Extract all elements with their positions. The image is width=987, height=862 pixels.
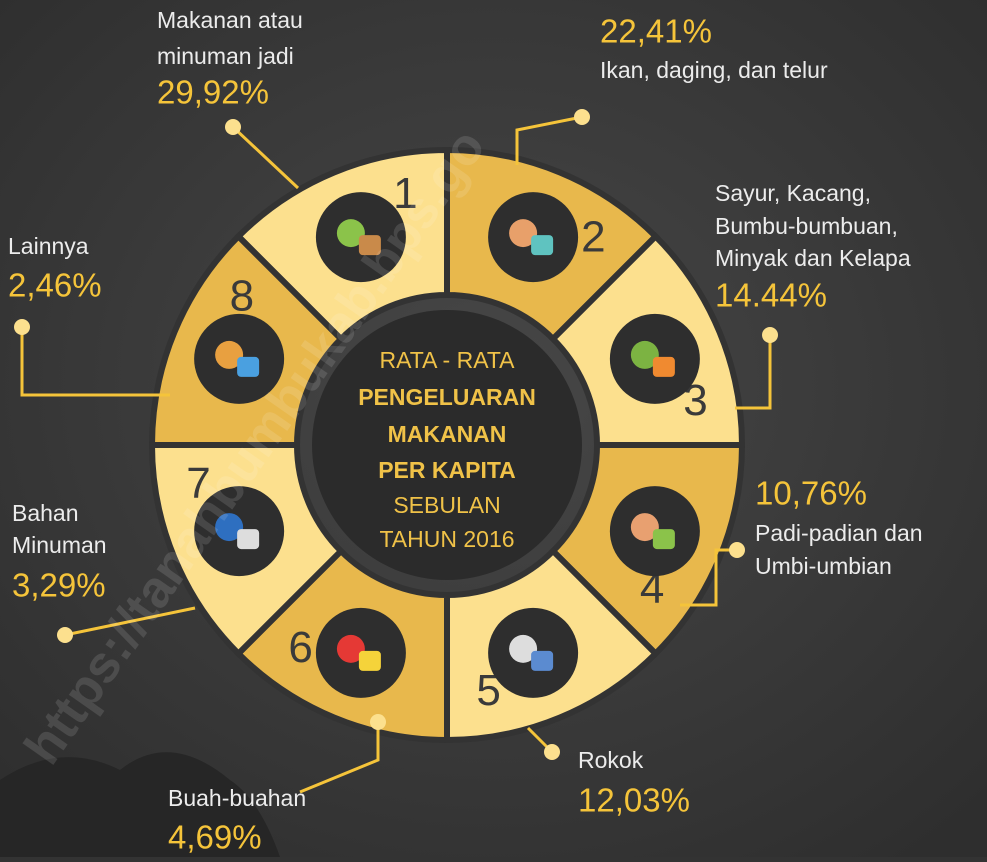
icon [237,529,260,550]
icon [237,356,260,377]
icon [652,356,675,377]
center-line: PENGELUARAN [358,384,536,410]
segment-value: 2,46% [8,267,102,304]
segment-value: 14.44% [715,277,827,314]
segment-value: 29,92% [157,74,269,111]
segment-label: minuman jadi [157,43,294,69]
connector-dot [729,542,745,558]
icon [215,340,244,369]
segment-number: 2 [581,212,605,261]
labels: Makanan atau minuman jadi 29,92% Ikan, dagi… [8,7,923,856]
icon [630,513,659,542]
icon [358,235,381,256]
tree-silhouette [0,752,280,857]
segment-value: 10,76% [755,475,867,512]
center-line: PER KAPITA [378,457,516,483]
center-line: RATA - RATA [379,347,515,373]
icon [630,340,659,369]
connector [231,125,300,190]
segment-value: 22,41% [600,13,712,50]
icon [531,650,554,671]
segment-label: Ikan, daging, dan telur [600,57,828,83]
connector [20,327,170,397]
connector [64,606,196,637]
connector-dot [225,119,241,135]
icon [336,634,365,663]
icon [652,529,675,550]
icon [358,650,381,671]
connector [735,335,772,410]
center-line: TAHUN 2016 [379,526,514,552]
icon [509,634,538,663]
segment-label: Bumbu-bumbuan, [715,213,898,239]
connector-dot [14,319,30,335]
center-line: SEBULAN [393,492,500,518]
connector-dot [574,109,590,125]
connector [515,115,583,165]
segment-label: Padi-padian dan [755,520,923,546]
connector-dot [544,744,560,760]
segment-number: 6 [288,623,312,672]
segment-label: Umbi-umbian [755,553,892,579]
segment-number: 1 [393,169,417,218]
center-line: MAKANAN [388,421,507,447]
icon [531,235,554,256]
segment-label: Buah-buahan [168,785,306,811]
connector-dot [57,627,73,643]
icon [215,513,244,542]
segment-label: Sayur, Kacang, [715,180,871,206]
segment-label: Minyak dan Kelapa [715,245,911,271]
segment-number: 8 [230,271,254,320]
connector-dot [762,327,778,343]
segment-label: Minuman [12,532,107,558]
center-circle [312,310,582,580]
connector [299,722,380,794]
segment-label: Rokok [578,747,644,773]
segment-value: 3,29% [12,567,106,604]
center-text: RATA - RATA PENGELUARAN MAKANAN PER KAPITA S… [358,347,536,552]
connector-dot [370,714,386,730]
segment-label: Lainnya [8,233,89,259]
icon [336,219,365,248]
connector [680,548,737,607]
segment-value: 4,69% [168,819,262,856]
segment-label: Bahan [12,500,79,526]
segment-value: 12,03% [578,782,690,819]
icon [509,219,538,248]
segment-label: Makanan atau [157,7,303,33]
